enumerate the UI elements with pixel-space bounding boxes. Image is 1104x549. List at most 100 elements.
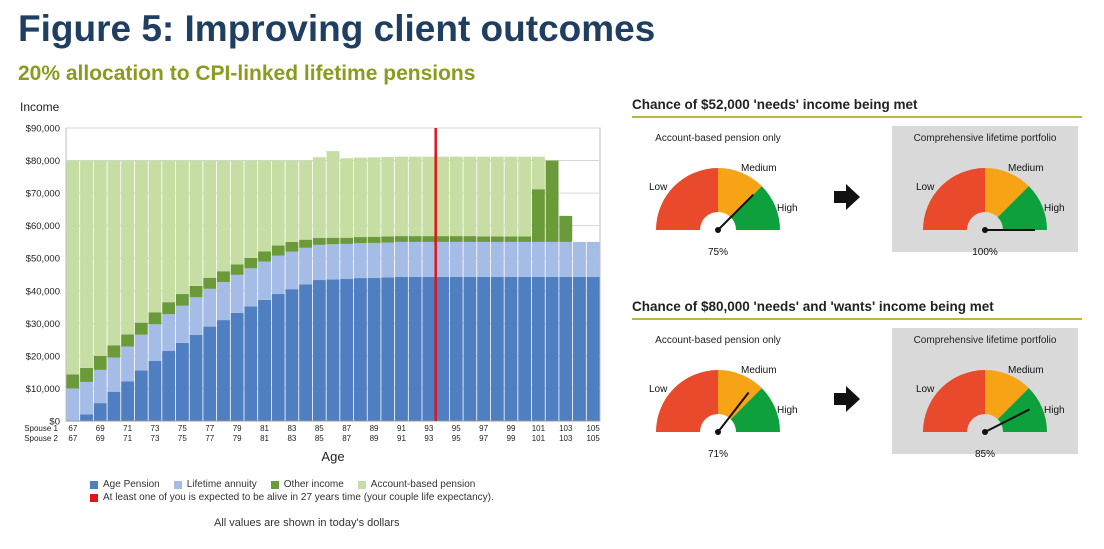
gauge-low-segment (656, 168, 718, 230)
panel-title: Account-based pension only (655, 133, 781, 144)
bar-segment (531, 276, 545, 421)
bar-segment (162, 314, 176, 352)
footnote: All values are shown in today's dollars (214, 517, 400, 529)
bar-segment (518, 236, 532, 242)
bar-segment (271, 255, 285, 295)
bar-segment (518, 276, 532, 421)
bar-segment (244, 268, 258, 307)
bar-segment (93, 403, 107, 421)
gauge-value: 100% (972, 247, 998, 258)
bar-segment (381, 277, 395, 421)
page-title: Figure 5: Improving client outcomes (18, 8, 656, 49)
gauge-high-segment (730, 388, 780, 432)
x-tick-label: 73 (151, 434, 160, 443)
bar-segment (121, 160, 135, 335)
gauge-needle (984, 408, 1031, 433)
x-tick-label: 77 (205, 434, 214, 443)
bar-segment (66, 388, 80, 421)
panel-lifetime-portfolio-needs: Comprehensive lifetime portfolio Low Medi… (892, 126, 1078, 258)
bar-segment (518, 241, 532, 277)
x-tick-label: 105 (586, 424, 600, 433)
x-tick-label: 85 (315, 434, 324, 443)
x-tick-label: 91 (397, 434, 406, 443)
legend-label: Lifetime annuity (186, 479, 257, 490)
x-tick-label: 71 (123, 424, 132, 433)
bar-segment (531, 156, 545, 190)
x-tick-label: 95 (452, 424, 461, 433)
gauge-medium-segment (985, 370, 1029, 420)
bar-segment (203, 288, 217, 327)
gauge-needle (717, 391, 750, 433)
right-arrow-icon (834, 184, 860, 210)
bar-segment (121, 334, 135, 347)
bar-segment (285, 251, 299, 290)
bar-segment (312, 157, 326, 239)
bar-segment (93, 160, 107, 356)
bar-segment (134, 160, 148, 323)
bar-segment (395, 276, 408, 421)
bar-segment (107, 345, 121, 358)
bar-segment (121, 381, 135, 421)
bar-segment (299, 284, 313, 421)
legend-swatch (173, 480, 182, 489)
y-tick-label: $0 (49, 417, 60, 428)
income-stacked-bar-chart: Income $0 $10,000 $20,000 $30,000 $40,000 $50,… (20, 100, 601, 464)
bar-segment (189, 160, 203, 286)
bar-segment (436, 241, 449, 277)
gauge-label-high: High (777, 203, 798, 214)
gauge-needle-hub (715, 227, 721, 233)
bar-segment (93, 369, 107, 404)
x-tick-label: 75 (178, 424, 187, 433)
bar-segment (353, 157, 367, 238)
x-tick-label: 71 (123, 434, 132, 443)
gauge: Low Medium High 100% (916, 163, 1065, 258)
y-tick-label: $60,000 (26, 221, 60, 232)
gauge-low-segment (923, 370, 985, 432)
panel-account-based-needs-wants: Account-based pension only Low Medium High… (625, 328, 811, 460)
bar-segment (340, 243, 354, 279)
bar-segment (66, 374, 80, 389)
legend-item-life-expectancy: At least one of you is expected to be al… (90, 492, 494, 503)
bar-segment (175, 305, 189, 343)
x-tick-label: 99 (507, 424, 516, 433)
bar-segment (490, 236, 504, 242)
bar-segment (367, 242, 381, 278)
x-tick-label: 77 (205, 424, 214, 433)
bar-segment (299, 239, 313, 248)
section-rule (632, 318, 1082, 320)
legend-label: Age Pension (103, 479, 160, 490)
bar-segment (299, 160, 313, 240)
legend-label: At least one of you is expected to be al… (103, 492, 494, 503)
x-tick-label: 101 (532, 434, 546, 443)
gauge-needle-hub (982, 227, 988, 233)
gauge-label-high: High (1044, 405, 1065, 416)
x-tick-label: 69 (96, 424, 105, 433)
bar-segment (573, 241, 586, 277)
bar-segment (531, 189, 545, 242)
gauge-label-low: Low (649, 182, 668, 193)
x-tick-label: 85 (315, 424, 324, 433)
bar-segment (189, 334, 203, 421)
gauge-high-segment (730, 186, 780, 230)
legend-swatch (357, 480, 366, 489)
gauge-value: 71% (708, 449, 728, 460)
bar-segment (217, 271, 230, 282)
gauge-label-medium: Medium (1008, 163, 1044, 174)
bar-segment (436, 156, 449, 237)
y-tick-label: $20,000 (26, 351, 60, 362)
bar-segment (175, 160, 189, 295)
bar-segment (504, 276, 518, 421)
page-subtitle: 20% allocation to CPI-linked lifetime pe… (18, 62, 476, 85)
bar-segment (422, 241, 436, 277)
bar-segment (353, 243, 367, 279)
bar-segment (148, 324, 162, 361)
bar-segment (436, 236, 449, 242)
bar-segment (107, 160, 121, 346)
bar-segment (449, 156, 463, 237)
bar-segment (518, 156, 532, 237)
legend-swatch (90, 493, 98, 502)
y-tick-label: $90,000 (26, 124, 60, 135)
gauge-value: 75% (708, 247, 728, 258)
bar-segment (463, 236, 477, 242)
bar-segment (80, 367, 93, 382)
